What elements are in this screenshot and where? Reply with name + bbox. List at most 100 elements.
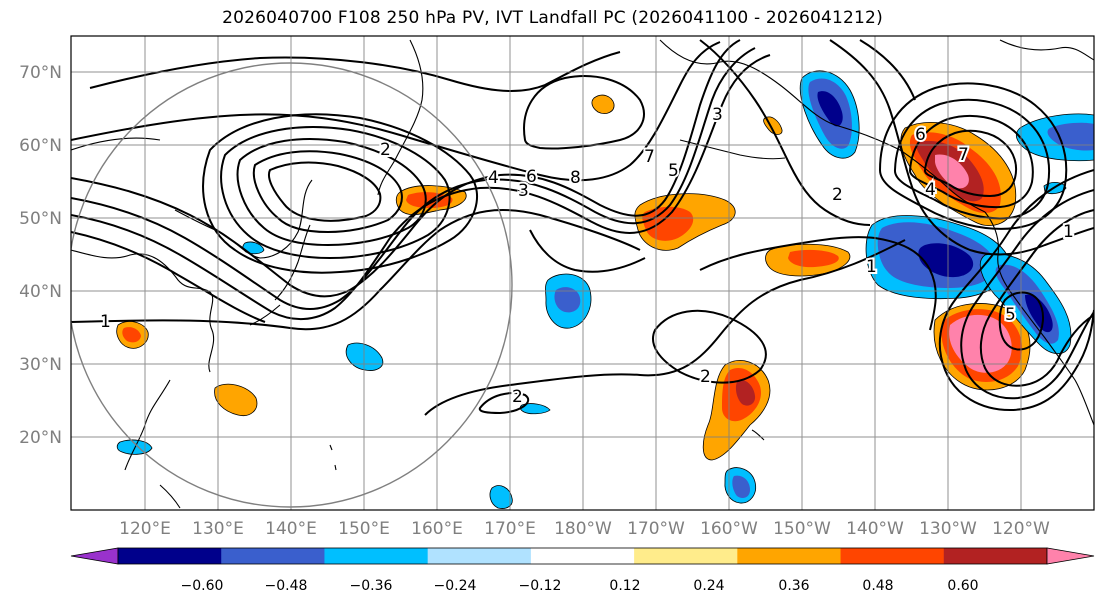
- contour-label: 7: [644, 147, 655, 167]
- latitude-labels: 70°N 60°N 50°N 40°N 30°N 20°N: [19, 63, 62, 448]
- gridlines: [71, 36, 1094, 510]
- colorbar-tick-label: 0.60: [947, 578, 978, 594]
- colorbar-segment: [118, 548, 222, 564]
- pv-contour-trough-california-2: [960, 189, 1094, 400]
- radius-circle: [71, 62, 513, 508]
- contour-label: 2: [512, 387, 523, 407]
- pv-contour-2-ridge: [699, 236, 937, 331]
- pv-contours: [71, 39, 1094, 416]
- pv-contour-sea-ridge: [529, 229, 646, 273]
- shade-tropic-negative-inner: [732, 475, 750, 498]
- contour-label: 4: [925, 180, 936, 200]
- contour-label: 1: [1063, 222, 1074, 242]
- shade-philippine-positive: [214, 383, 258, 417]
- pv-contour-asia-loop-3: [236, 138, 427, 247]
- colorbar-tick-label: −0.48: [265, 578, 308, 594]
- chart-title: 2026040700 F108 250 hPa PV, IVT Landfall…: [222, 8, 883, 28]
- lat-label: 20°N: [19, 428, 62, 448]
- contour-label: 2: [380, 140, 391, 160]
- pv-contour-asia-loop-2: [220, 126, 451, 260]
- contour-label: 3: [712, 105, 723, 125]
- longitude-labels: 120°E 130°E 140°E 150°E 160°E 170°E 180°…: [119, 519, 1050, 539]
- shade-japan-sw-positive-inner: [122, 327, 141, 343]
- coast-alaska: [659, 39, 986, 213]
- colorbar-tick-label: 0.12: [609, 578, 640, 594]
- colorbar-tick-label: −0.12: [519, 578, 562, 594]
- contour-label: 2: [700, 367, 711, 387]
- pv-contour-central-ridge: [699, 39, 871, 226]
- pv-contour-trough-california-3: [979, 209, 1094, 387]
- lon-label: 140°E: [265, 519, 317, 539]
- pv-contour-asia-loop-5: [268, 161, 382, 222]
- coast-hawaii: [751, 429, 765, 441]
- colorbar-tick-label: 0.24: [693, 578, 724, 594]
- lon-label: 150°E: [338, 519, 390, 539]
- contour-label: 6: [526, 167, 537, 187]
- coast-asia: [71, 137, 313, 471]
- lon-label: 160°E: [411, 519, 463, 539]
- coastlines: [71, 39, 1094, 509]
- pv-contour-trough-1: [71, 39, 741, 298]
- shade-pnw-positive-max: [935, 154, 969, 189]
- lon-label: 170°W: [627, 519, 685, 539]
- colorbar-segment: [221, 548, 325, 564]
- shade-kamchatka-positive-inner: [406, 192, 453, 208]
- pv-contour-2-loop: [478, 392, 530, 415]
- colorbar-tick-label: 0.48: [862, 578, 893, 594]
- colorbar-segment: [737, 548, 842, 564]
- pv-contour-east-ridge-2: [859, 39, 916, 101]
- contour-label: 4: [488, 168, 499, 188]
- colorbar-ticks: −0.60 −0.48 −0.36 −0.24 −0.12 0.12 0.24 …: [181, 578, 979, 594]
- contour-label: 3: [518, 181, 529, 201]
- coast-north-america: [984, 39, 1094, 426]
- colorbar-segment: [840, 548, 945, 564]
- map-frame: [70, 35, 1095, 511]
- lon-label: 160°W: [700, 519, 758, 539]
- lat-label: 40°N: [19, 282, 62, 302]
- lat-label: 50°N: [19, 209, 62, 229]
- colorbar-extend-high: [1046, 547, 1095, 565]
- colorbar-segment: [530, 548, 635, 564]
- pv-contour-bering-loop: [523, 75, 645, 150]
- colorbar-segment: [324, 548, 429, 564]
- shade-central-pacific-positive-inner: [642, 206, 694, 241]
- contour-label: 5: [668, 161, 679, 181]
- colorbar-tick-label: 0.36: [778, 578, 809, 594]
- colorbar: −0.60 −0.48 −0.36 −0.24 −0.12 0.12 0.24 …: [70, 547, 1095, 594]
- lon-label: 140°W: [846, 519, 904, 539]
- pv-contour-east-ridge: [829, 39, 1094, 256]
- shade-canada-negative-inner: [1047, 122, 1094, 151]
- pv-contour-goa-loop-2: [894, 98, 1051, 220]
- pv-contour-ridge-1: [71, 41, 721, 182]
- contour-label: 1: [100, 312, 111, 332]
- pv-contour-2-hawaii-loop: [652, 309, 767, 384]
- pv-contour-1-south: [71, 209, 641, 331]
- colorbar-tick-label: −0.60: [181, 578, 224, 594]
- colorbar-segments: [117, 547, 1048, 565]
- lon-label: 180°W: [554, 519, 612, 539]
- lon-label: 170°E: [484, 519, 536, 539]
- colorbar-tick-label: −0.24: [434, 578, 477, 594]
- lon-label: 130°E: [192, 519, 244, 539]
- shade-baja-negative-core: [1025, 294, 1053, 333]
- shade-south-negative: [489, 485, 513, 509]
- colorbar-segment: [943, 548, 1048, 564]
- shade-hawaii-positive-core: [735, 379, 756, 406]
- colorbar-extend-low: [70, 547, 119, 565]
- contour-label: 2: [832, 185, 843, 205]
- pv-contour-trough-4: [71, 231, 266, 323]
- lat-label: 60°N: [19, 136, 62, 156]
- pv-contour-goa-loop-outer: [878, 82, 1068, 230]
- pv-contour-trough-3: [71, 54, 771, 321]
- shade-alaska-negative-core: [817, 91, 843, 127]
- coast-kamchatka: [377, 39, 424, 196]
- shade-goa-negative-core: [918, 243, 974, 278]
- lon-label: 120°W: [992, 519, 1050, 539]
- lon-label: 150°W: [773, 519, 831, 539]
- contour-label: 5: [1005, 305, 1016, 325]
- pv-contour-ridge-2: [89, 51, 621, 93]
- pv-contour-2-south: [424, 239, 906, 416]
- contour-label-group: 1 2 3 4 5 6 7 8 2 1 2 3 4 5 6 7 1 2: [98, 103, 1076, 409]
- pv-contour-trough-california-outer: [938, 169, 1094, 412]
